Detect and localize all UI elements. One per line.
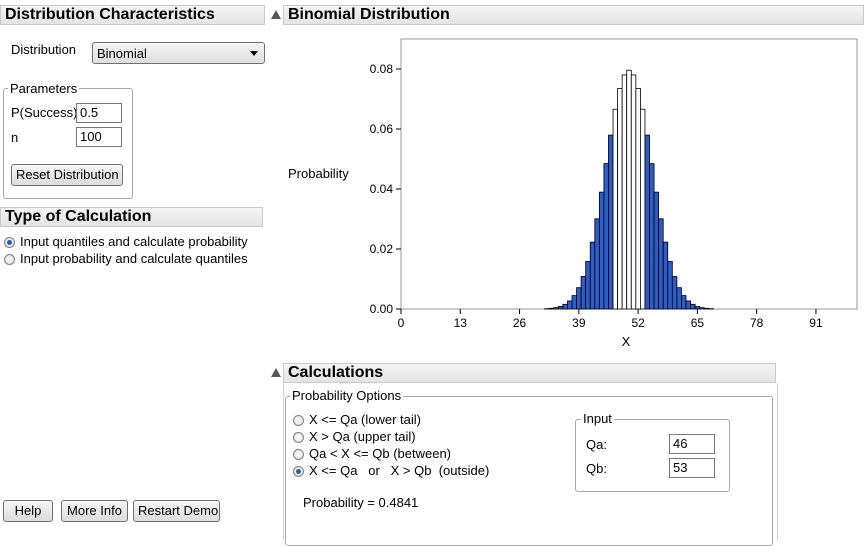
bar-shaded: [650, 164, 655, 309]
bar-shaded: [663, 242, 668, 309]
y-tick-label: 0.02: [370, 242, 394, 256]
parameters-legend: Parameters: [8, 82, 79, 96]
bar-shaded: [567, 301, 572, 309]
bar-shaded: [554, 308, 559, 309]
chevron-down-icon: [250, 51, 258, 56]
bar-shaded: [590, 242, 595, 309]
radio-unselected-icon: [293, 432, 304, 443]
calc-type-option-label: Input probability and calculate quantile…: [20, 251, 248, 266]
calc-type-option-label: Input quantiles and calculate probabilit…: [20, 234, 248, 249]
prob-option-lower-tail[interactable]: X <= Qa (lower tail): [293, 412, 421, 428]
restart-demo-button[interactable]: Restart Demo: [133, 500, 220, 522]
bar-unshaded: [627, 70, 632, 309]
qb-field[interactable]: 53: [669, 458, 715, 478]
bar-shaded: [691, 304, 696, 309]
n-field[interactable]: 100: [76, 127, 122, 147]
bar-unshaded: [613, 109, 618, 309]
x-axis-label: X: [622, 334, 631, 349]
bar-shaded: [659, 219, 664, 309]
prob-option-between[interactable]: Qa < X <= Qb (between): [293, 446, 451, 462]
calc-type-option-quantiles[interactable]: Input quantiles and calculate probabilit…: [4, 234, 248, 250]
qa-field[interactable]: 46: [669, 434, 715, 454]
bar-unshaded: [618, 88, 623, 309]
y-axis-label: Probability: [288, 166, 349, 181]
bar-shaded: [668, 261, 673, 309]
bar-shaded: [572, 296, 577, 309]
x-tick-label: 0: [398, 316, 405, 330]
prob-option-label: X <= Qa (lower tail): [309, 412, 421, 427]
bar-unshaded: [636, 88, 641, 309]
x-tick-label: 52: [631, 316, 645, 330]
binomial-distribution-header: Binomial Distribution: [283, 5, 864, 25]
bar-shaded: [549, 308, 554, 309]
radio-selected-icon: [293, 466, 304, 477]
bar-shaded: [686, 301, 691, 309]
radio-unselected-icon: [4, 254, 15, 265]
distribution-select-value: Binomial: [97, 45, 147, 63]
calculations-header: Calculations: [283, 363, 776, 383]
input-legend: Input: [581, 412, 614, 426]
p-success-field[interactable]: 0.5: [76, 103, 122, 123]
radio-unselected-icon: [293, 415, 304, 426]
distribution-chart: Probability 0.00 0.02 0.04 0.06 0.08 0 13 26 39…: [280, 28, 864, 353]
bar-shaded: [563, 304, 568, 309]
bar-shaded: [586, 261, 591, 309]
x-tick-label: 13: [454, 316, 468, 330]
input-group: [575, 419, 730, 492]
qb-label: Qb:: [586, 461, 607, 477]
x-tick-label: 26: [513, 316, 527, 330]
distribution-select[interactable]: Binomial: [92, 42, 265, 64]
bar-unshaded: [631, 75, 636, 309]
bar-unshaded: [622, 75, 627, 309]
bar-shaded: [672, 276, 677, 309]
p-success-label: P(Success): [11, 105, 77, 121]
bar-shaded: [704, 308, 709, 309]
prob-option-label: X > Qa (upper tail): [309, 429, 416, 444]
bar-shaded: [700, 308, 705, 309]
bar-shaded: [677, 288, 682, 309]
bar-shaded: [599, 192, 604, 309]
prob-option-outside[interactable]: X <= Qa or X > Qb (outside): [293, 463, 489, 479]
bar-shaded: [695, 306, 700, 309]
x-tick-label: 39: [572, 316, 586, 330]
x-tick-label: 78: [750, 316, 764, 330]
bar-unshaded: [640, 109, 645, 309]
x-tick-label: 65: [691, 316, 705, 330]
x-tick-label: 91: [809, 316, 823, 330]
bar-shaded: [654, 192, 659, 309]
bar-shaded: [595, 219, 600, 309]
calc-type-option-probability[interactable]: Input probability and calculate quantile…: [4, 251, 248, 267]
y-tick-label: 0.06: [370, 122, 394, 136]
distribution-characteristics-header: Distribution Characteristics: [0, 5, 265, 25]
help-button[interactable]: Help: [3, 500, 53, 522]
collapse-triangle-icon[interactable]: [271, 10, 281, 19]
n-label: n: [11, 130, 18, 146]
collapse-triangle-icon[interactable]: [271, 368, 281, 377]
prob-option-label: X <= Qa or X > Qb (outside): [309, 463, 489, 478]
reset-distribution-button[interactable]: Reset Distribution: [11, 164, 123, 186]
bar-shaded: [681, 296, 686, 309]
type-of-calculation-header: Type of Calculation: [0, 207, 263, 227]
qa-label: Qa:: [586, 437, 607, 453]
bar-shaded: [645, 135, 650, 309]
prob-option-upper-tail[interactable]: X > Qa (upper tail): [293, 429, 416, 445]
bar-shaded: [608, 135, 613, 309]
bar-shaded: [577, 288, 582, 309]
prob-option-label: Qa < X <= Qb (between): [309, 446, 451, 461]
radio-unselected-icon: [293, 449, 304, 460]
radio-selected-icon: [4, 237, 15, 248]
probability-result: Probability = 0.4841: [303, 495, 418, 511]
probability-options-legend: Probability Options: [290, 389, 403, 403]
y-tick-label: 0.08: [370, 62, 394, 76]
bar-shaded: [581, 276, 586, 309]
bar-shaded: [558, 306, 563, 309]
y-tick-label: 0.00: [370, 302, 394, 316]
more-info-button[interactable]: More Info: [61, 500, 128, 522]
bar-shaded: [604, 164, 609, 309]
y-tick-label: 0.04: [370, 182, 394, 196]
distribution-label: Distribution: [11, 42, 76, 58]
